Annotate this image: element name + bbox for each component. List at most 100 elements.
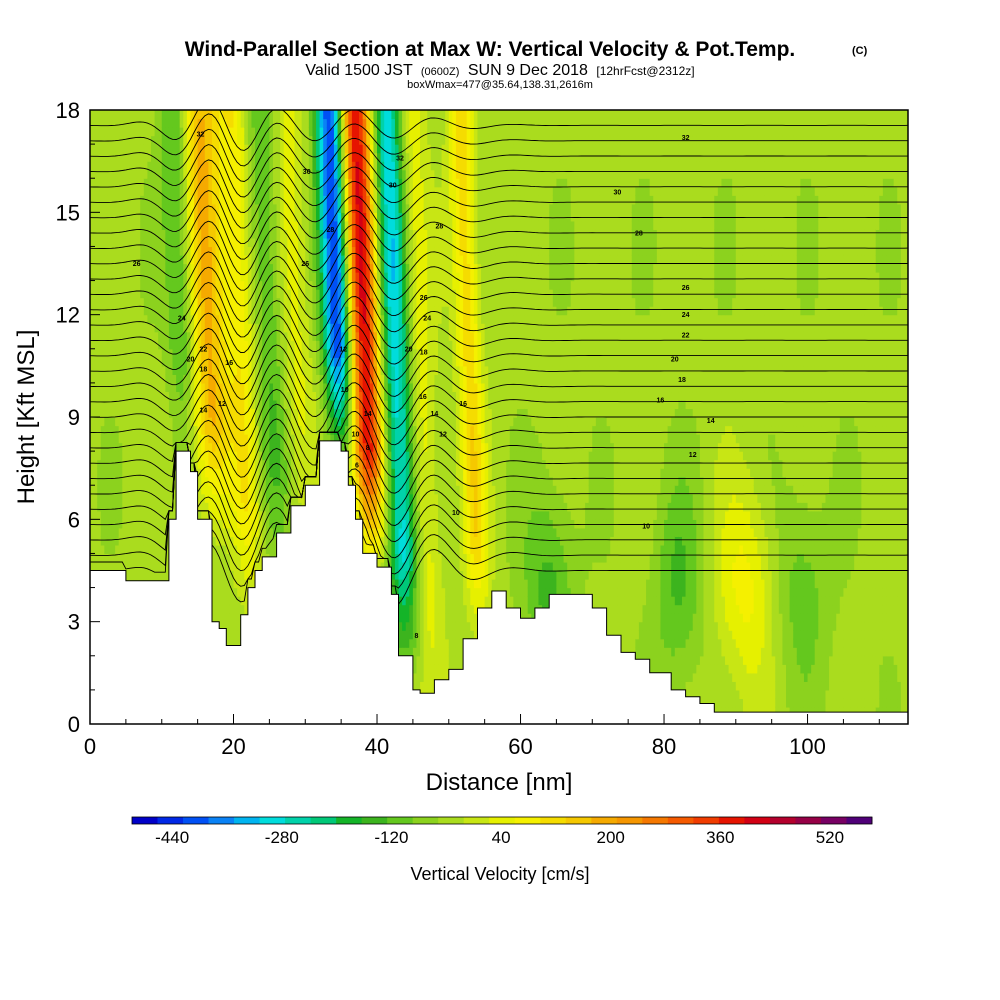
velocity-cell bbox=[158, 502, 163, 512]
velocity-cell bbox=[226, 417, 231, 427]
velocity-cell bbox=[262, 434, 267, 444]
velocity-cell bbox=[233, 579, 238, 589]
velocity-cell bbox=[90, 365, 95, 375]
velocity-cell bbox=[219, 613, 224, 623]
velocity-cell bbox=[150, 323, 156, 333]
velocity-cell bbox=[107, 399, 113, 410]
velocity-cell bbox=[133, 502, 138, 512]
velocity-cell bbox=[158, 246, 163, 256]
velocity-cell bbox=[97, 510, 102, 520]
velocity-cell bbox=[251, 169, 256, 179]
velocity-cell bbox=[330, 280, 335, 290]
velocity-cell bbox=[240, 604, 245, 614]
velocity-cell bbox=[97, 323, 102, 333]
velocity-cell bbox=[222, 220, 227, 230]
velocity-cell bbox=[316, 144, 321, 154]
velocity-cell bbox=[247, 263, 253, 273]
velocity-cell bbox=[222, 127, 227, 137]
velocity-cell bbox=[122, 297, 127, 307]
velocity-cell bbox=[294, 365, 299, 375]
velocity-cell bbox=[168, 178, 174, 188]
velocity-cell bbox=[93, 152, 98, 162]
velocity-cell bbox=[125, 289, 131, 299]
velocity-cell bbox=[172, 237, 177, 248]
velocity-cell bbox=[240, 212, 245, 222]
velocity-cell bbox=[262, 152, 267, 162]
velocity-cell bbox=[150, 544, 156, 555]
velocity-cell bbox=[115, 246, 120, 256]
velocity-cell bbox=[129, 297, 134, 307]
velocity-cell bbox=[125, 451, 131, 461]
velocity-cell bbox=[290, 220, 296, 230]
velocity-cell bbox=[122, 135, 127, 145]
velocity-cell bbox=[201, 254, 206, 265]
velocity-cell bbox=[129, 485, 134, 495]
velocity-cell bbox=[107, 220, 113, 230]
velocity-cell bbox=[129, 434, 134, 444]
velocity-cell bbox=[194, 391, 199, 401]
velocity-cell bbox=[168, 169, 174, 179]
velocity-cell bbox=[197, 485, 202, 495]
velocity-cell bbox=[204, 502, 209, 512]
velocity-cell bbox=[150, 519, 156, 529]
velocity-cell bbox=[294, 476, 299, 486]
velocity-cell bbox=[204, 417, 209, 427]
velocity-cell bbox=[237, 425, 242, 435]
velocity-cell bbox=[136, 246, 141, 256]
velocity-cell bbox=[265, 510, 270, 520]
velocity-cell bbox=[211, 203, 217, 213]
velocity-cell bbox=[233, 220, 238, 230]
velocity-cell bbox=[251, 203, 256, 213]
velocity-cell bbox=[168, 399, 174, 410]
velocity-cell bbox=[312, 357, 317, 367]
velocity-cell bbox=[118, 561, 123, 572]
velocity-cell bbox=[244, 374, 249, 384]
velocity-cell bbox=[215, 493, 220, 503]
velocity-cell bbox=[211, 519, 217, 529]
velocity-cell bbox=[301, 408, 306, 418]
velocity-cell bbox=[186, 254, 192, 265]
velocity-cell bbox=[312, 340, 317, 350]
velocity-cell bbox=[107, 451, 113, 461]
velocity-cell bbox=[136, 425, 141, 435]
velocity-cell bbox=[316, 365, 321, 375]
velocity-cell bbox=[247, 212, 253, 222]
velocity-cell bbox=[168, 118, 174, 128]
velocity-cell bbox=[161, 527, 166, 537]
velocity-cell bbox=[247, 340, 253, 350]
velocity-cell bbox=[265, 263, 270, 273]
velocity-cell bbox=[111, 220, 116, 230]
velocity-cell bbox=[215, 399, 220, 410]
velocity-cell bbox=[104, 382, 109, 393]
velocity-cell bbox=[204, 391, 209, 401]
velocity-cell bbox=[258, 297, 263, 307]
velocity-cell bbox=[107, 510, 113, 520]
velocity-cell bbox=[301, 314, 306, 324]
velocity-cell bbox=[190, 425, 195, 435]
velocity-cell bbox=[107, 152, 113, 162]
velocity-cell bbox=[197, 399, 202, 410]
velocity-cell bbox=[219, 314, 224, 324]
velocity-cell bbox=[183, 331, 188, 341]
velocity-cell bbox=[280, 408, 285, 418]
velocity-cell bbox=[247, 135, 253, 145]
velocity-cell bbox=[165, 399, 170, 410]
velocity-cell bbox=[150, 570, 156, 580]
velocity-cell bbox=[93, 331, 98, 341]
velocity-cell bbox=[90, 434, 95, 444]
velocity-cell bbox=[122, 417, 127, 427]
velocity-cell bbox=[122, 357, 127, 367]
velocity-cell bbox=[147, 263, 152, 273]
velocity-cell bbox=[115, 382, 120, 393]
velocity-cell bbox=[233, 382, 238, 393]
velocity-cell bbox=[305, 297, 310, 307]
velocity-cell bbox=[154, 280, 159, 290]
velocity-cell bbox=[265, 127, 270, 137]
velocity-cell bbox=[280, 280, 285, 290]
velocity-cell bbox=[172, 272, 177, 282]
velocity-cell bbox=[290, 425, 296, 435]
velocity-cell bbox=[290, 135, 296, 145]
velocity-cell bbox=[136, 451, 141, 461]
velocity-cell bbox=[197, 365, 202, 375]
velocity-cell bbox=[233, 323, 238, 333]
